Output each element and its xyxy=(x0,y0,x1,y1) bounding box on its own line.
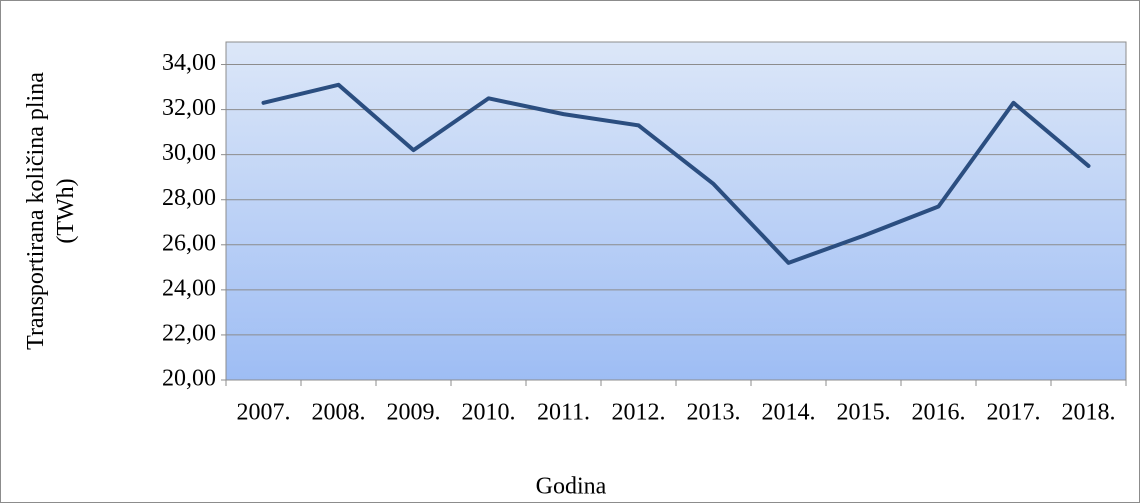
y-tick-label: 28,00 xyxy=(162,185,216,211)
x-tick-label: 2009. xyxy=(387,400,441,426)
y-tick-label: 30,00 xyxy=(162,140,216,166)
x-tick-label: 2016. xyxy=(912,400,966,426)
x-axis-title: Godina xyxy=(536,474,607,500)
x-tick-label: 2010. xyxy=(462,400,516,426)
y-tick-label: 26,00 xyxy=(162,230,216,256)
x-tick-label: 2014. xyxy=(762,400,816,426)
x-tick-label: 2017. xyxy=(987,400,1041,426)
x-tick-label: 2011. xyxy=(537,400,590,426)
x-tick-label: 2012. xyxy=(612,400,666,426)
x-tick-label: 2008. xyxy=(312,400,366,426)
y-tick-label: 20,00 xyxy=(162,366,216,392)
x-tick-label: 2018. xyxy=(1062,400,1116,426)
data-line xyxy=(261,82,1091,265)
plot-area xyxy=(225,41,1127,381)
y-tick-label: 22,00 xyxy=(162,320,216,346)
y-tick-label: 34,00 xyxy=(162,50,216,76)
x-tick-label: 2015. xyxy=(837,400,891,426)
y-axis-title: Transportirana količina plina (TWh) xyxy=(23,72,79,350)
y-tick-label: 24,00 xyxy=(162,275,216,301)
y-tick-label: 32,00 xyxy=(162,95,216,121)
x-tick-label: 2007. xyxy=(237,400,291,426)
x-tick-label: 2013. xyxy=(687,400,741,426)
